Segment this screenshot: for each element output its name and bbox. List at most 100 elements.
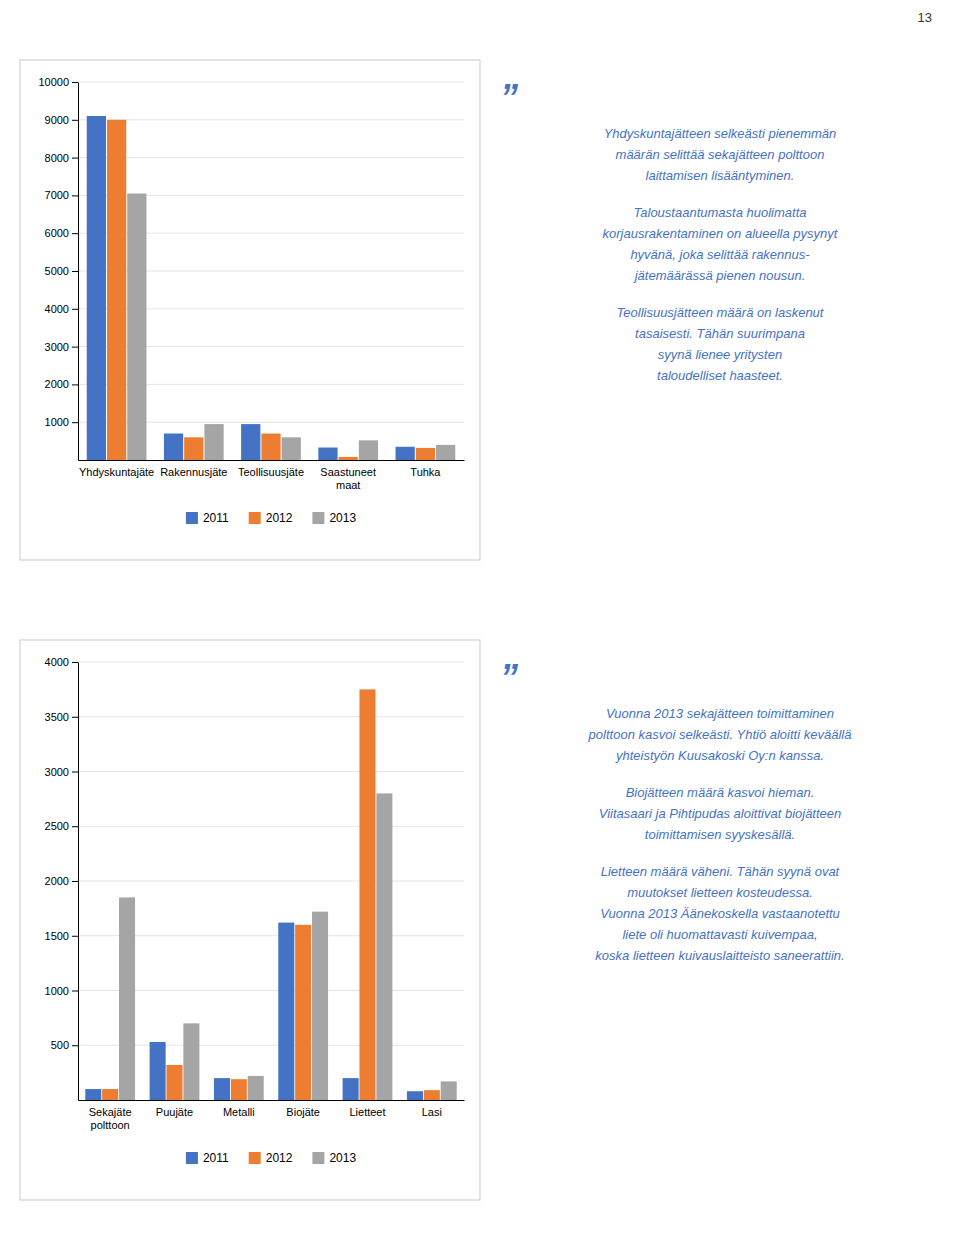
bar [343,1078,359,1100]
annotation-line: Teollisuusjätteen määrä on laskenut [617,305,825,320]
x-tick-label: Rakennusjäte [160,466,227,478]
bar [127,194,146,460]
bar [248,1076,264,1100]
x-tick-label: Metalli [223,1106,255,1118]
y-axis-line [78,83,79,461]
y-tick-mark [72,384,78,385]
quote-mark: ” [500,77,518,118]
annotation-line: koska lietteen kuivauslaitteisto saneera… [595,948,844,963]
bar [318,448,337,460]
y-tick: 3000 [45,341,78,353]
bar [407,1091,423,1100]
grid-line [78,935,464,936]
x-tick: Sekajätepolttoon [89,1106,132,1131]
legend-swatch [249,1152,261,1164]
annotation-line: liete oli huomattavasti kuivempaa, [622,927,817,942]
bar [376,793,392,1100]
y-tick-mark [72,881,78,882]
bar [278,923,294,1100]
y-tick-label: 1000 [45,416,69,428]
x-tick: Saastuneetmaat [320,466,376,491]
y-tick-mark [72,233,78,234]
grid-line [78,82,464,83]
y-tick-mark [72,82,78,83]
annotation-line: taloudelliset haasteet. [657,368,783,383]
bar [416,448,435,460]
annotation-line: tasaisesti. Tähän suurimpana [635,326,805,341]
chart-frame [20,640,480,1200]
legend-label: 2012 [266,1151,293,1165]
x-axis-line [79,460,465,461]
y-tick-label: 1000 [45,985,69,997]
bar [359,689,375,1100]
y-tick: 2000 [45,875,78,887]
grid-line [78,990,464,991]
x-tick-label: Saastuneetmaat [320,466,376,491]
legend-item: 2011 [186,511,229,525]
x-tick: Puujäte [156,1106,193,1118]
grid-line [78,662,464,663]
grid-line [78,826,464,827]
y-tick-label: 4000 [45,656,69,668]
bar [107,120,126,460]
legend: 2011 2012 2013 [186,511,357,525]
y-tick-mark [72,717,78,718]
y-tick-label: 10000 [38,76,69,88]
x-tick-label: Tuhka [410,466,441,478]
grid [78,662,464,1045]
y-axis: 1000200030004000500060007000800090001000… [38,76,78,460]
y-tick-label: 2000 [45,875,69,887]
bar [441,1081,457,1100]
y-tick-mark [72,826,78,827]
bar [184,437,203,460]
grid-line [78,771,464,772]
annotation-line: Vuonna 2013 sekajätteen toimittaminen [606,706,834,721]
y-tick: 8000 [45,152,78,164]
legend-swatch [312,512,324,524]
legend-swatch [186,1152,198,1164]
plot: 5001000150020002500300035004000Sekajätep… [45,656,465,1165]
x-tick-label: Lasi [422,1106,442,1118]
y-tick-label: 8000 [45,152,69,164]
annotation-line: hyvänä, joka selittää rakennus- [630,247,810,262]
y-tick: 3500 [45,711,78,723]
bar [150,1042,166,1100]
annotations: ” Yhdyskuntajätteen selkeästi pienemmän mä… [500,77,839,383]
x-axis-line [79,1100,465,1101]
x-tick-label: Teollisuusjäte [238,466,304,478]
annotation-line: Yhdyskuntajätteen selkeästi pienemmän [604,126,837,141]
bar [85,1089,101,1100]
annotation-line: määrän selittää sekajätteen polttoon [616,147,825,162]
x-tick: Yhdyskuntajäte [79,466,154,478]
y-tick-mark [72,347,78,348]
y-tick: 3000 [45,766,78,778]
x-tick: Lasi [422,1106,442,1118]
y-tick: 9000 [45,114,78,126]
grid-line [78,881,464,882]
x-axis: SekajätepolttoonPuujäteMetalliBiojäteLie… [79,1101,465,1132]
legend-label: 2013 [329,511,356,525]
grid-line [78,119,464,120]
y-tick: 5000 [45,265,78,277]
grid-line [78,716,464,717]
bar [436,445,455,460]
bar [312,912,328,1100]
y-tick-mark [72,422,78,423]
legend-label: 2011 [203,511,229,525]
annotations: ”Vuonna 2013 sekajätteen toimittaminenpo… [500,657,851,963]
legend-item: 2012 [249,511,293,525]
y-tick-label: 1500 [45,930,69,942]
bar [214,1078,230,1100]
x-tick: Rakennusjäte [160,466,227,478]
y-tick-mark [72,772,78,773]
legend-item: 2012 [249,1151,293,1165]
legend-label: 2013 [329,1151,356,1165]
x-axis: Yhdyskuntajäte Rakennusjäte Teollisuusjäte… [79,461,465,492]
legend-swatch [249,512,261,524]
quote-mark: ” [500,657,518,698]
y-tick: 2000 [45,378,78,390]
legend-item: 2013 [312,511,356,525]
legend-label: 2011 [203,1151,229,1165]
y-axis: 5001000150020002500300035004000 [45,656,79,1100]
legend-item: 2011 [186,1151,229,1165]
